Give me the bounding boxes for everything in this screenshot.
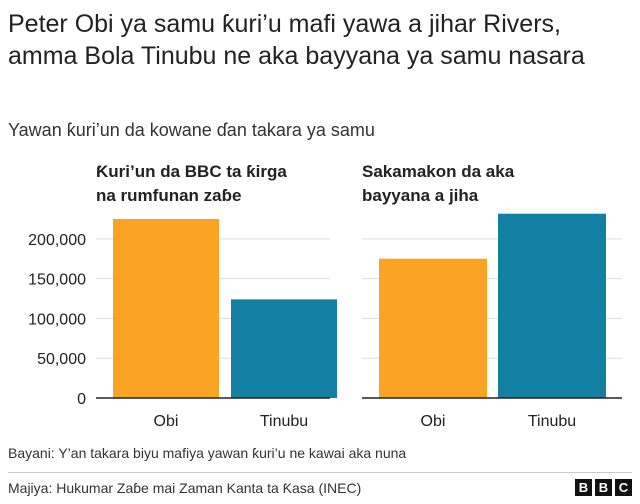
y-tick-label: 0 bbox=[77, 391, 86, 408]
bbc-logo-letter: B bbox=[595, 479, 612, 496]
bbc-logo-letter: C bbox=[615, 479, 632, 496]
bar-obi bbox=[113, 218, 219, 398]
chart-subtitle: Yawan ƙuri’un da kowane ɗan takara ya sa… bbox=[8, 120, 375, 140]
y-tick-label: 100,000 bbox=[28, 311, 86, 328]
x-tick-label: Obi bbox=[154, 413, 179, 430]
y-tick-label: 50,000 bbox=[37, 351, 86, 368]
chart-note: Bayani: Y’an takara biyu mafiya yawan ƙu… bbox=[8, 445, 407, 461]
x-tick-label: Tinubu bbox=[260, 413, 308, 430]
y-tick-label: 150,000 bbox=[28, 272, 86, 289]
panel-title-right: Sakamakon da aka bayyana a jiha bbox=[362, 162, 515, 205]
y-tick-label: 200,000 bbox=[28, 232, 86, 249]
panel-title-left: Ƙuri’un da BBC ta ƙirga na rumfunan zaɓe bbox=[96, 162, 287, 205]
chart-source: Majiya: Hukumar Zaɓe mai Zaman Kanta ta … bbox=[8, 480, 362, 496]
bbc-logo-letter: B bbox=[575, 479, 592, 496]
bbc-logo: B B C bbox=[575, 479, 632, 496]
bar-obi bbox=[379, 258, 487, 398]
footer-divider bbox=[8, 472, 632, 473]
bar-tinubu bbox=[231, 299, 337, 398]
x-tick-label: Obi bbox=[421, 413, 446, 430]
x-tick-label: Tinubu bbox=[528, 413, 576, 430]
bar-tinubu bbox=[498, 213, 606, 398]
chart-title: Peter Obi ya samu ƙuri’u mafi yawa a jih… bbox=[8, 10, 585, 70]
